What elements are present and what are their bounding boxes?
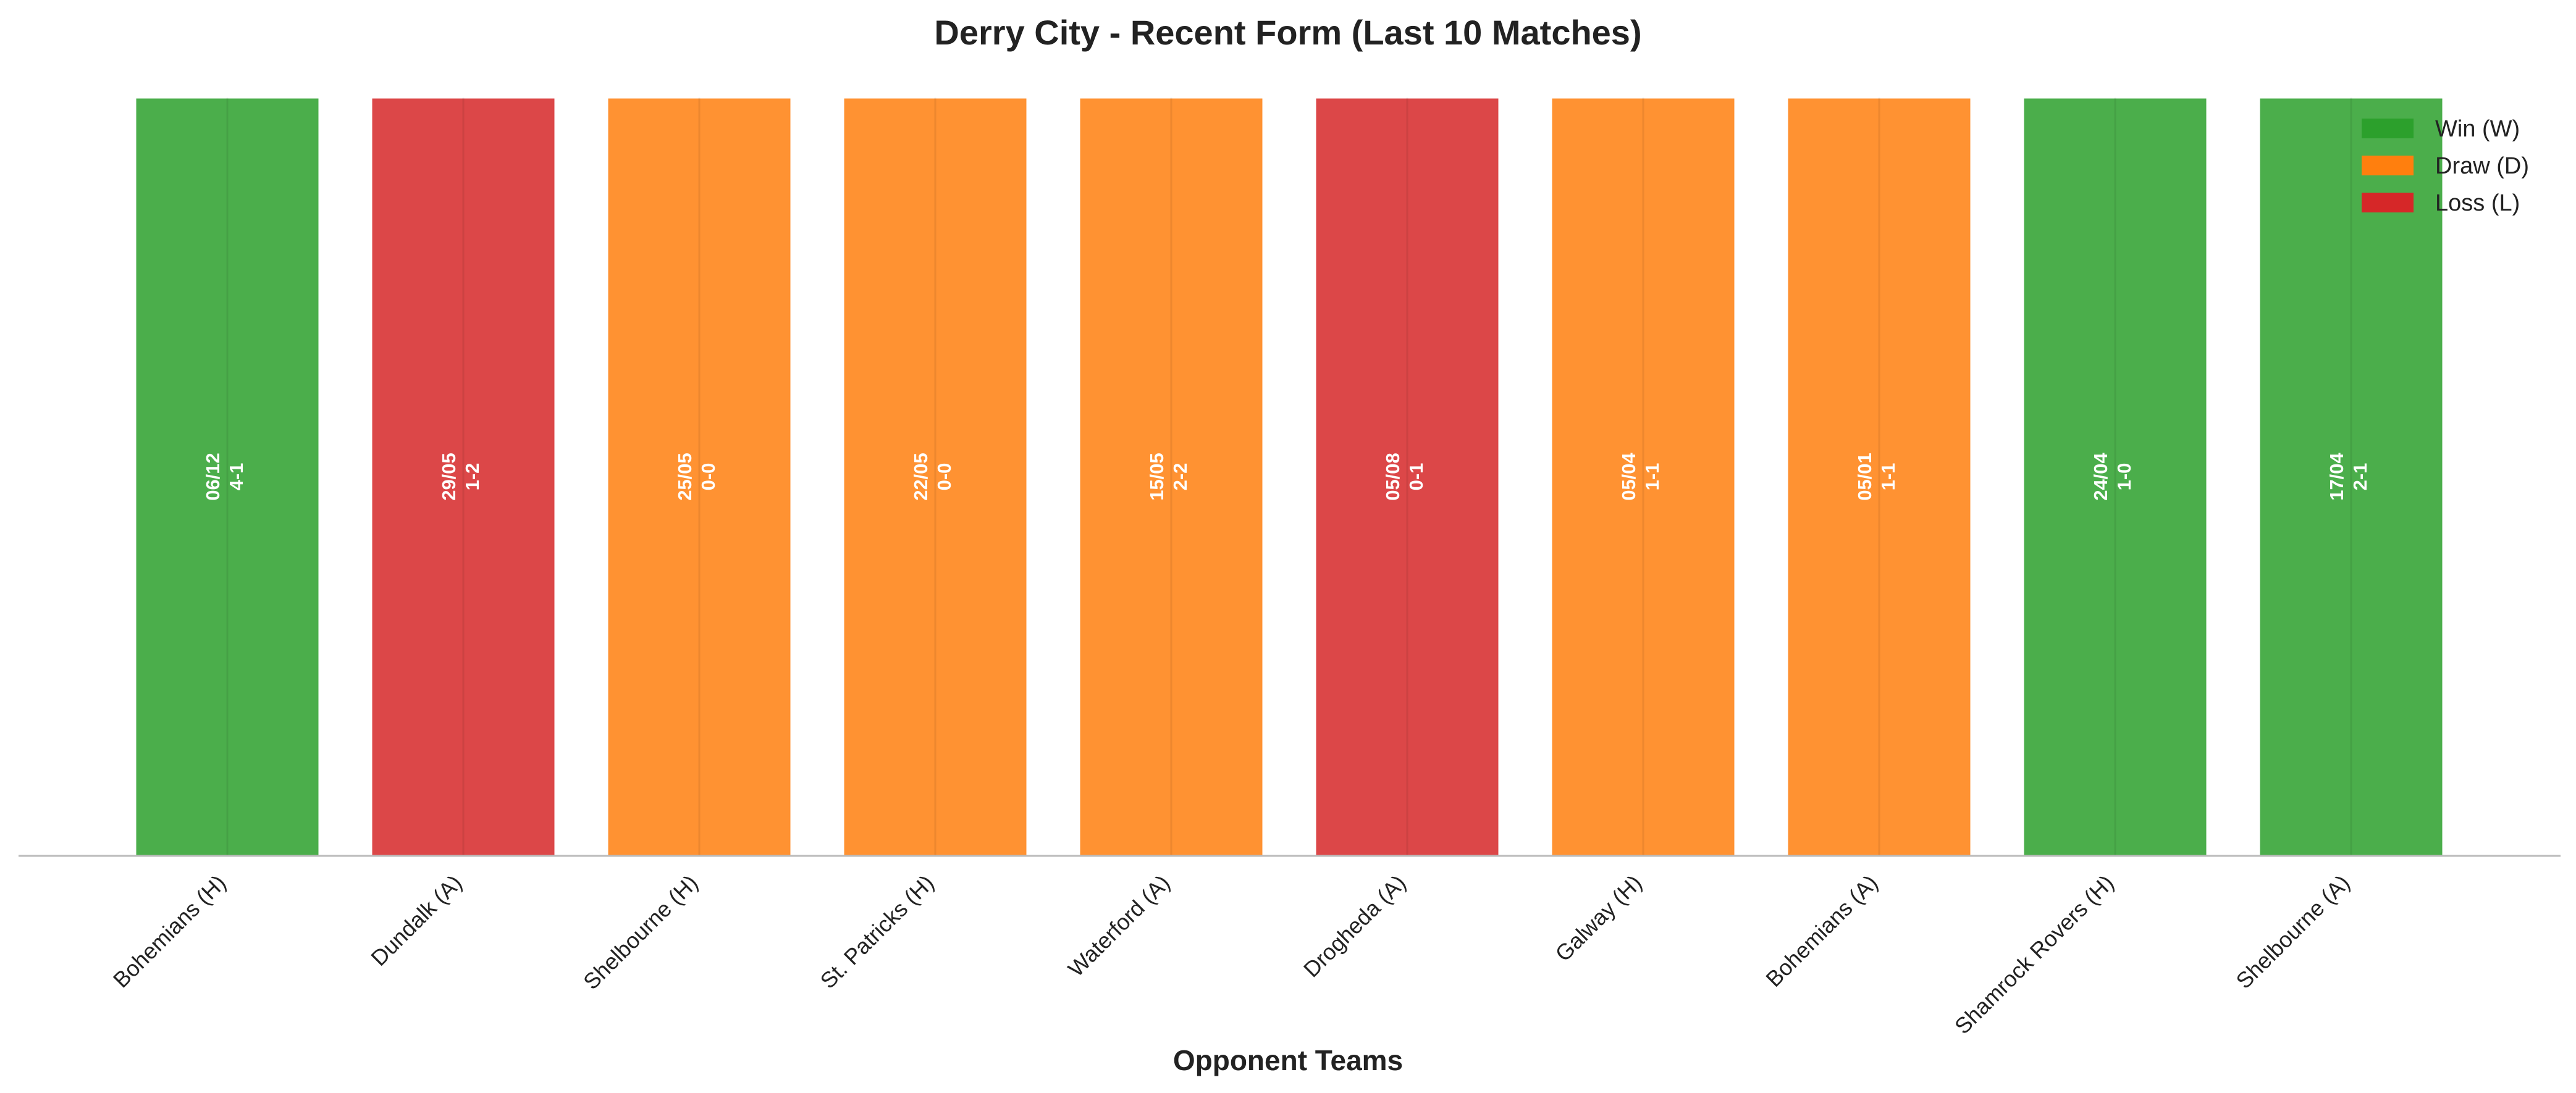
bar-date-label: 06/12 [202, 453, 224, 501]
legend-swatch [2362, 193, 2414, 212]
bar-3 [606, 96, 793, 857]
legend-swatch [2362, 156, 2414, 175]
bar-score-label: 1-1 [1641, 463, 1663, 491]
x-tick-label: Galway (H) [1550, 870, 1646, 966]
bar-score-label: 2-1 [2349, 463, 2371, 491]
legend-label: Draw (D) [2435, 153, 2529, 179]
bar-2 [370, 96, 557, 857]
x-tick-label: Dundalk (A) [366, 870, 466, 971]
bar-date-label: 15/05 [1146, 453, 1168, 501]
bar-score-label: 0-0 [933, 463, 955, 491]
x-tick-label: Shelbourne (A) [2231, 870, 2354, 994]
bar-date-label: 24/04 [2090, 452, 2111, 500]
x-tick-label: Shamrock Rovers (H) [1950, 870, 2119, 1039]
bar-score-label: 2-2 [1169, 463, 1191, 491]
bar-date-label: 22/05 [910, 453, 932, 501]
x-tick-label: St. Patricks (H) [815, 870, 939, 994]
chart-title: Derry City - Recent Form (Last 10 Matche… [934, 13, 1641, 52]
bar-date-label: 05/01 [1854, 453, 1875, 501]
bar-date-label: 05/08 [1382, 453, 1404, 501]
bar-date-label: 25/05 [674, 453, 696, 501]
x-tick-label: Bohemians (A) [1761, 870, 1882, 992]
bar-score-label: 1-0 [2113, 463, 2135, 491]
bar-4 [842, 96, 1029, 857]
bar-5 [1078, 96, 1265, 857]
x-tick-label: Bohemians (H) [108, 870, 231, 993]
x-tick-label: Shelbourne (H) [578, 870, 703, 995]
x-axis-label: Opponent Teams [1173, 1044, 1403, 1076]
bar-date-label: 29/05 [438, 453, 460, 501]
x-tick-labels: Bohemians (H) Dundalk (A) Shelbourne (H) St… [108, 870, 2355, 1039]
legend: Win (W) Draw (D) Loss (L) [2362, 116, 2529, 216]
bar-6 [1314, 96, 1501, 857]
bar-score-label: 4-1 [225, 463, 247, 491]
bar-7 [1550, 96, 1736, 857]
bar-1 [134, 96, 321, 857]
legend-swatch [2362, 119, 2414, 138]
bar-score-label: 0-0 [697, 463, 719, 491]
bar-date-label: 17/04 [2326, 452, 2347, 500]
x-tick-label: Waterford (A) [1063, 870, 1175, 982]
x-tick-label: Drogheda (A) [1299, 870, 1411, 982]
legend-label: Loss (L) [2435, 190, 2520, 216]
legend-label: Win (W) [2435, 116, 2520, 142]
bar-date-label: 05/04 [1618, 452, 1639, 500]
bar-8 [1786, 96, 1972, 857]
bar-score-label: 1-1 [1877, 463, 1899, 491]
bar-score-label: 1-2 [461, 463, 483, 491]
bar-10 [2258, 96, 2444, 857]
bars-group: 06/12 4-1 29/05 1-2 25/05 0-0 22/05 0-0 15/05 2-2… [134, 96, 2444, 857]
bar-score-label: 0-1 [1405, 463, 1427, 491]
